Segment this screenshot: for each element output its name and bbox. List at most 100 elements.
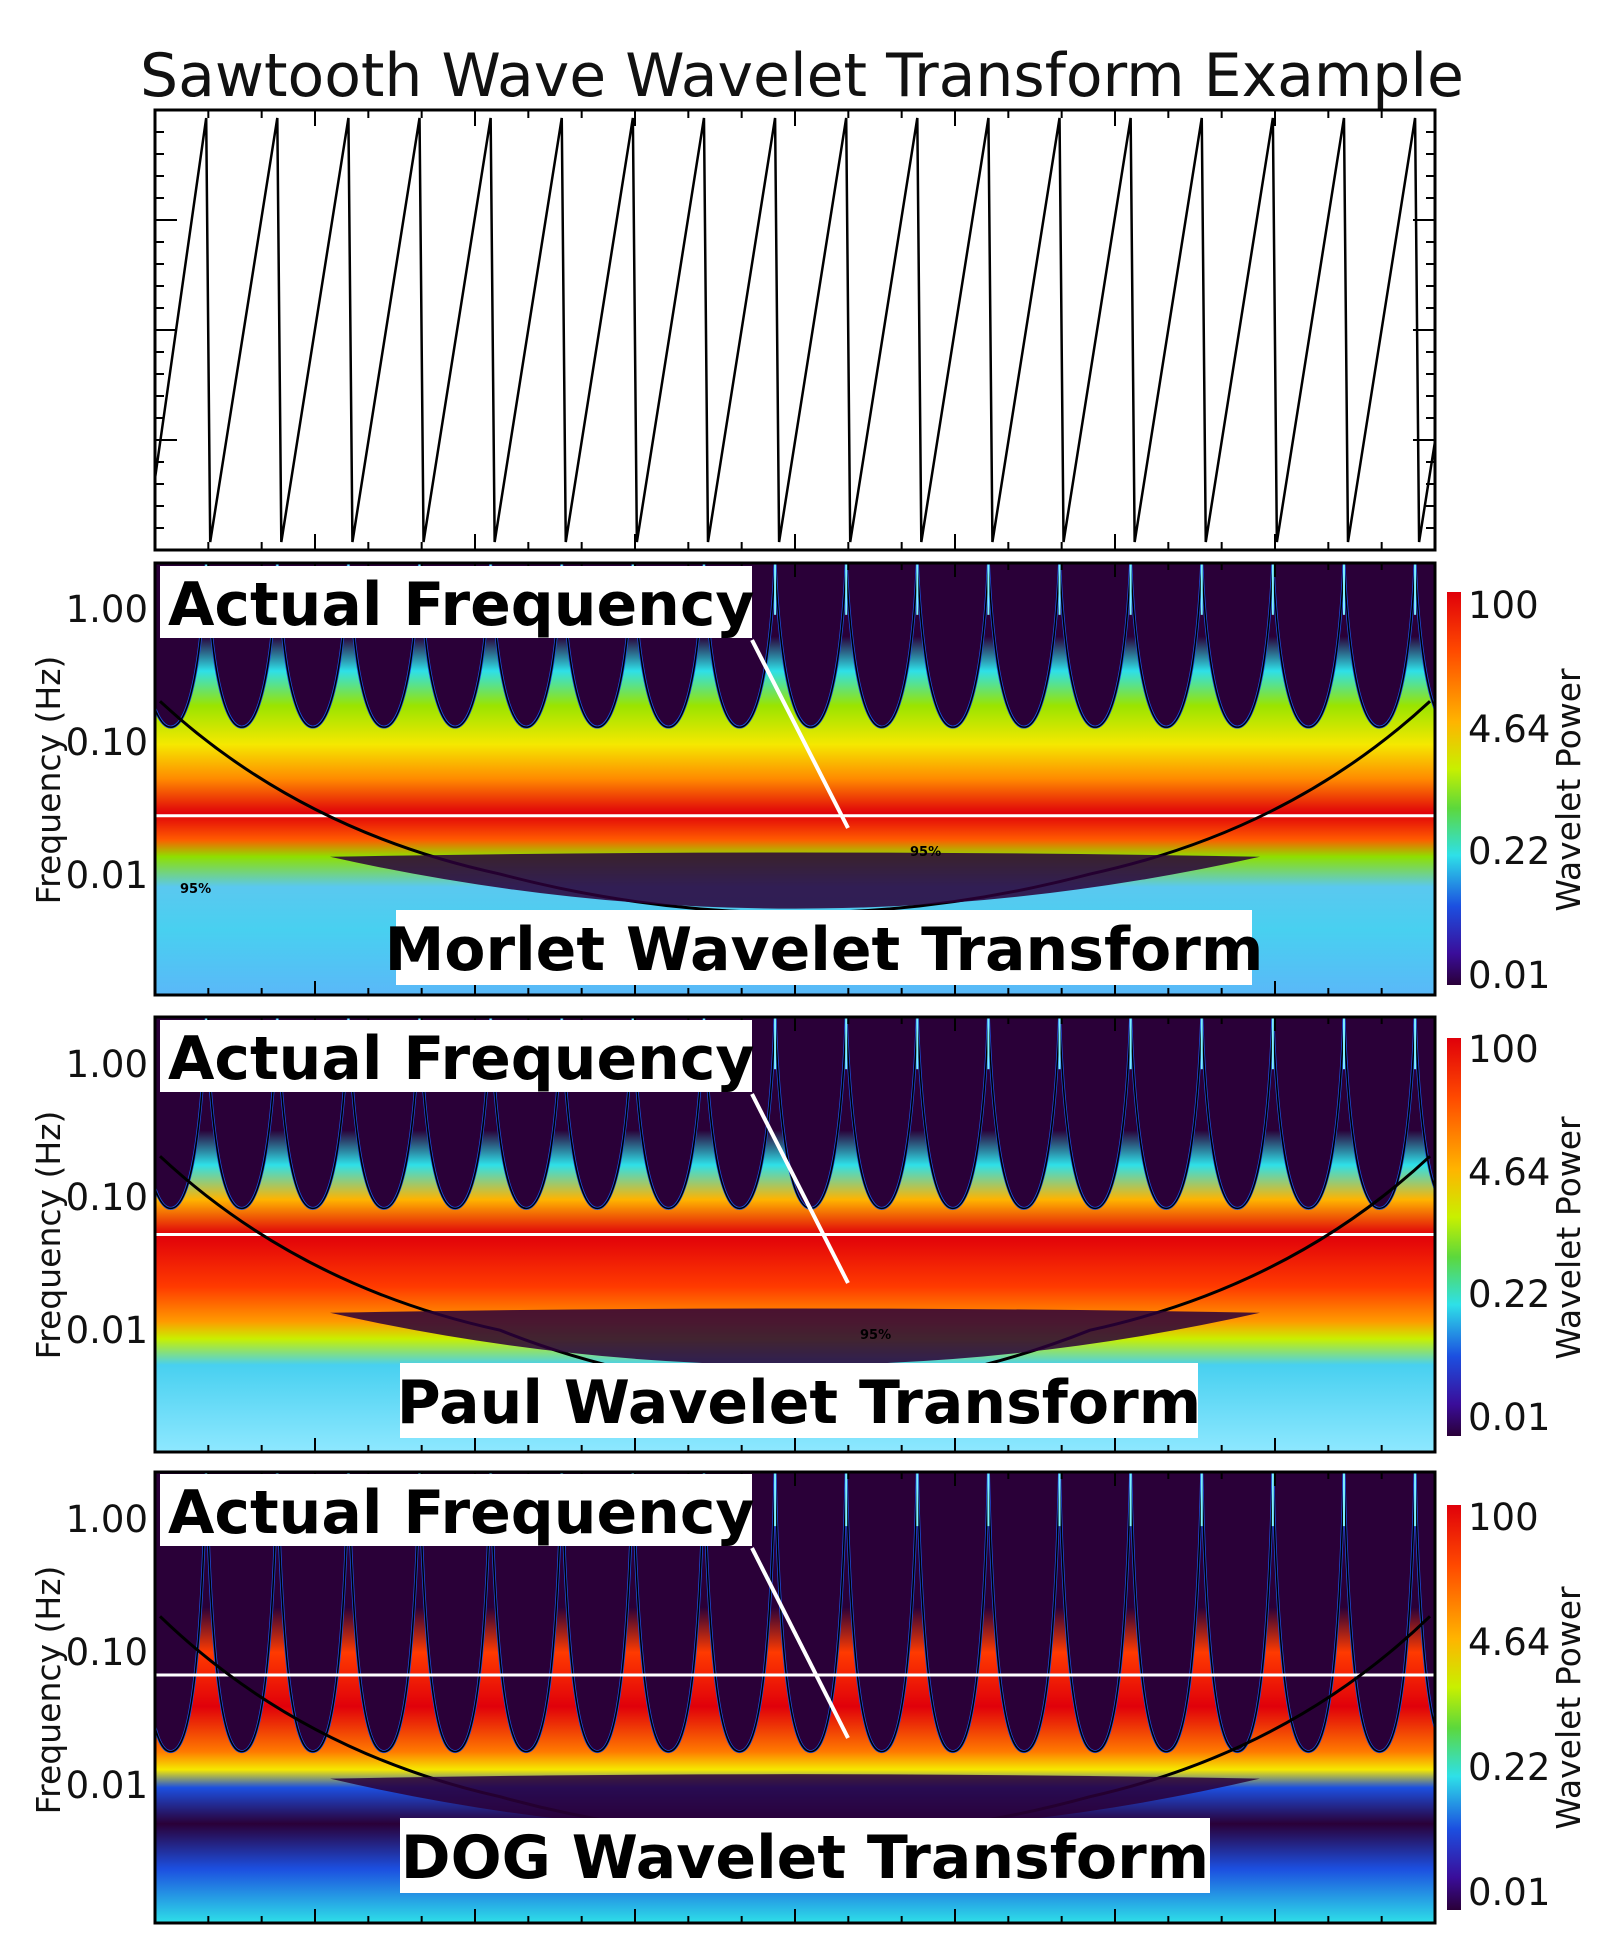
dog-colorbar [1447,1505,1461,1910]
significance-contour [205,563,279,728]
paul-pct-label: 95% [860,1328,891,1343]
significance-contour [1343,1472,1416,1753]
significance-contour [1414,1017,1435,1191]
dog-annotation-text: Actual Frequency [168,1478,755,1548]
dog-annotation-pointer [750,1547,850,1739]
significance-contour [632,1017,705,1210]
paul-cbar-tick-2: 4.64 [1468,1151,1550,1194]
significance-contour [489,563,563,728]
significance-contour [276,563,350,728]
paul-cbar-label: Wavelet Power [1549,1116,1588,1360]
wavelet-panels: Actual Frequency Morlet Wavelet Transfor… [29,561,1588,1925]
significance-contour [1129,563,1203,728]
dog-annotation-box [160,1474,752,1546]
paul-annotation-box [160,1020,752,1092]
significance-contour [1414,563,1435,711]
dog-cbar-tick-1: 100 [1468,1496,1539,1539]
paul-ytick-3: 0.01 [66,1309,148,1352]
paul-cbar-tick-4: 0.01 [1468,1396,1550,1439]
dog-ytick-1: 1.00 [66,1498,148,1541]
significance-contour [916,1017,990,1210]
morlet-cbar-tick-4: 0.01 [1468,954,1550,997]
significance-contour [561,1017,634,1210]
significance-contour [987,1017,1061,1210]
significance-contour [1272,1472,1345,1753]
dog-cbar-tick-2: 4.64 [1468,1621,1550,1664]
significance-contour [155,1472,207,1753]
paul-title-box [400,1363,1198,1438]
morlet-cbar-tick-1: 100 [1468,584,1539,627]
paul-actual-frequency-annotation: Actual Frequency [160,1020,850,1284]
significance-contour [561,1472,634,1753]
dog-ytick-2: 0.10 [66,1631,148,1674]
morlet-title: Morlet Wavelet Transform [385,915,1264,985]
morlet-cbar-tick-3: 0.22 [1468,830,1550,873]
significance-contour [703,1017,776,1210]
paul-annotation-text: Actual Frequency [168,1024,755,1094]
dog-cbar-tick-4: 0.01 [1468,1871,1550,1914]
significance-contour [1201,1017,1274,1210]
significance-contour [703,1472,776,1753]
significance-contour [418,563,492,728]
dog-title: DOG Wavelet Transform [401,1823,1209,1893]
paul-colorbar [1447,1038,1461,1436]
paul-ylabel: Frequency (Hz) [29,1111,68,1360]
morlet-ytick-3: 0.01 [66,854,148,897]
significance-contour [418,1017,492,1210]
paul-title: Paul Wavelet Transform [397,1368,1201,1438]
significance-contour [916,1472,990,1753]
dog-title-box [400,1818,1210,1893]
significance-contour [1129,1472,1203,1753]
morlet-annotation-text: Actual Frequency [168,570,755,640]
significance-contour [632,1472,705,1753]
significance-contour [1129,1017,1203,1210]
significance-contour [205,1017,279,1210]
significance-contour [347,563,421,728]
morlet-cbar-tick-2: 4.64 [1468,708,1550,751]
significance-contour [1343,1017,1416,1210]
paul-panel: Actual Frequency Paul Wavelet Transform … [29,1015,1588,1454]
morlet-spikes [155,563,1435,915]
sawtooth-panel [153,108,1437,552]
morlet-annotation-pointer [750,639,850,829]
significance-contour [155,1017,207,1210]
low-power-region [330,1308,1260,1365]
paul-ytick-2: 0.10 [66,1176,148,1219]
significance-contour [1201,1472,1274,1753]
significance-contour [347,1472,421,1753]
significance-contour [632,563,705,728]
morlet-ytick-1: 1.00 [66,588,148,631]
paul-annotation-pointer [750,1093,850,1284]
significance-contour [347,1017,421,1210]
significance-contour [703,563,776,728]
significance-contour [561,563,634,728]
significance-contour [418,1472,492,1753]
significance-contour [155,563,207,728]
significance-contour [845,1472,919,1753]
significance-contour [205,1472,279,1753]
morlet-title-box [396,910,1252,985]
dog-ytick-3: 0.01 [66,1764,148,1807]
significance-contour [845,1017,919,1210]
significance-contour [1058,1017,1132,1210]
significance-contour [276,1017,350,1210]
morlet-ytick-2: 0.10 [66,721,148,764]
morlet-annotation-box [160,566,752,638]
dog-cbar-label: Wavelet Power [1549,1586,1588,1830]
significance-contour [489,1017,563,1210]
significance-contour [916,563,990,728]
significance-contour [1343,563,1416,728]
paul-ytick-1: 1.00 [66,1043,148,1086]
significance-contour [489,1472,563,1753]
significance-contour [1201,563,1274,728]
significance-contour [987,563,1061,728]
morlet-panel: Actual Frequency Morlet Wavelet Transfor… [29,561,1588,997]
dog-cbar-tick-3: 0.22 [1468,1746,1550,1789]
significance-contour [774,563,847,728]
sawtooth-series-line [153,117,1437,543]
significance-contour [1272,563,1345,728]
significance-contour [1058,563,1132,728]
sawtooth-frame [153,108,1437,552]
low-power-region [330,852,1260,909]
